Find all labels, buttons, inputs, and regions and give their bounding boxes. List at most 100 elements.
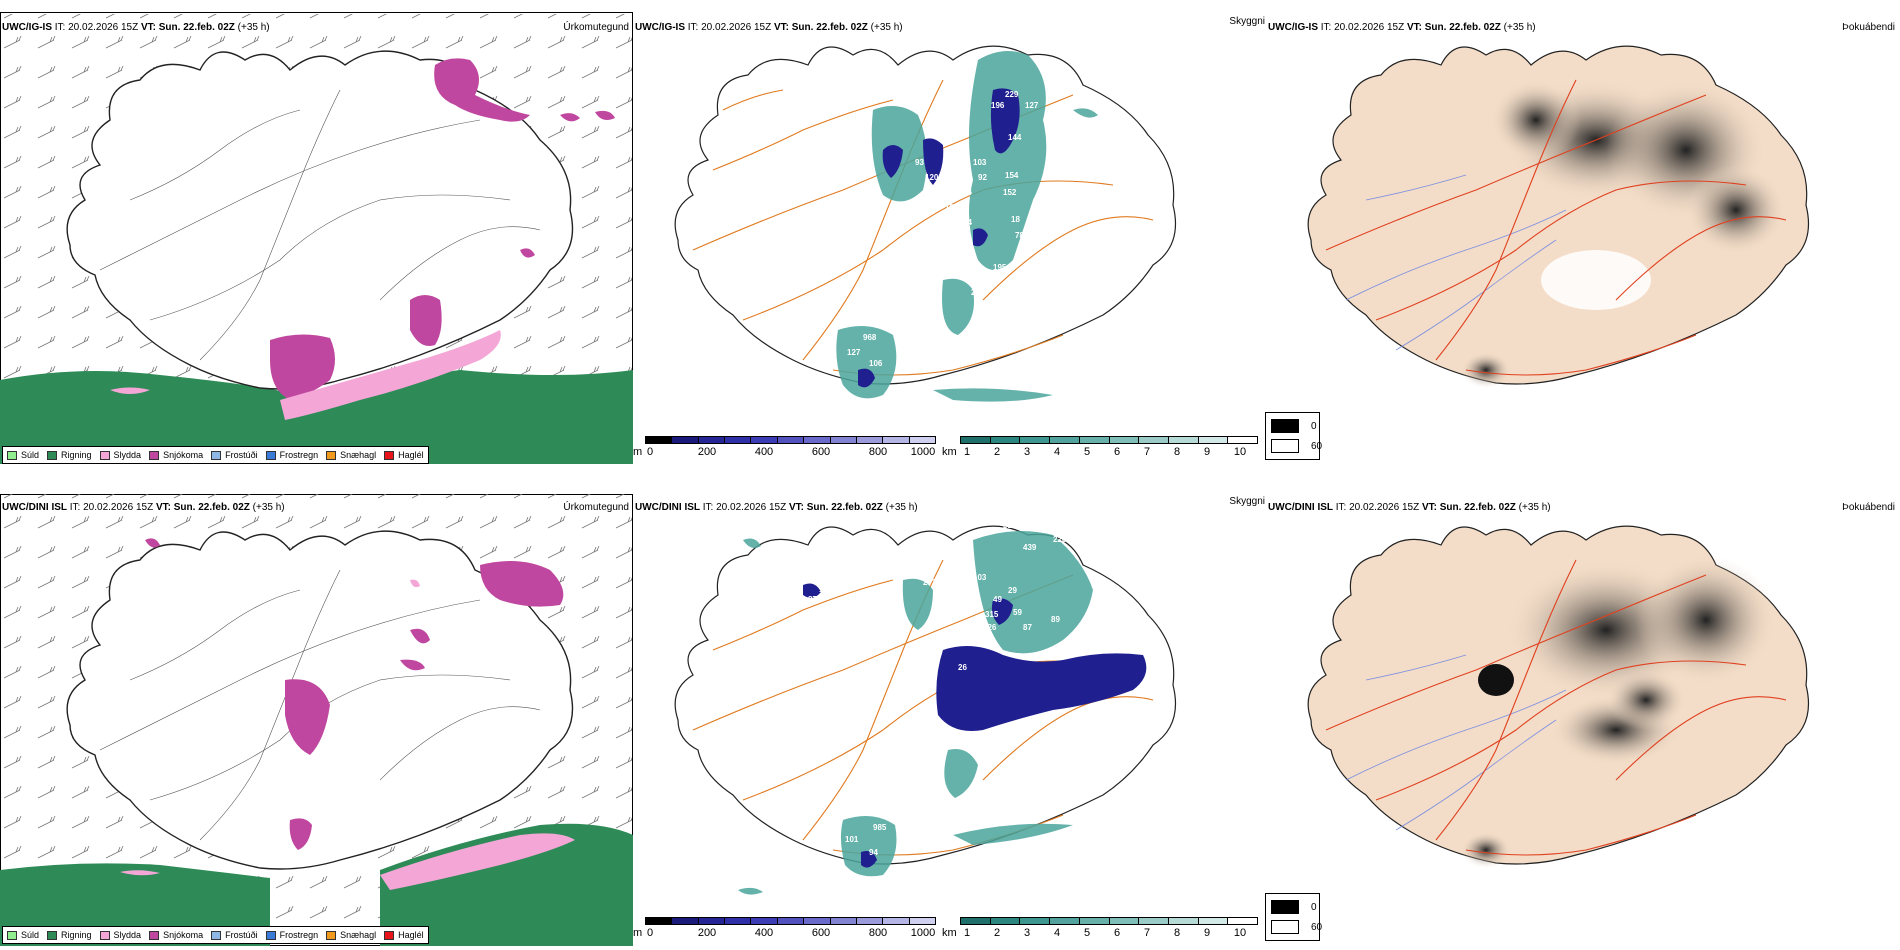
visibility-map-row2: 172 272 103 73 49 29 169 315 126 83 59 8… xyxy=(674,497,1177,895)
legend-item: Snjókoma xyxy=(149,930,203,940)
legend-item: Rigning xyxy=(47,930,92,940)
vis-label: 27 xyxy=(971,288,980,297)
vis-label: 14 xyxy=(963,218,972,227)
tick-label: 4 xyxy=(1053,927,1061,939)
vis-label: 127 xyxy=(847,348,861,357)
panel-title: UWC/DINI ISL IT: 20.02.2026 15Z VT: Sun.… xyxy=(1268,502,1551,513)
tick-label: 6 xyxy=(1113,446,1121,458)
panel-type-label: Úrkomutegund xyxy=(563,502,629,513)
sleet-areas xyxy=(120,579,575,890)
legend-swatch xyxy=(149,930,160,940)
visibility-teal-areas xyxy=(836,51,1098,402)
visibility-panel-row1: 99 93 120 103 92 154 86 229 196 127 144 … xyxy=(633,0,1266,475)
fog-legend-item: 60 xyxy=(1271,439,1322,453)
colorbar-unit: m xyxy=(633,927,643,939)
vis-label: 78 xyxy=(1015,231,1024,240)
vis-label: 89 xyxy=(1051,615,1060,624)
legend-item: Frostregn xyxy=(265,450,318,460)
tick-label: 7 xyxy=(1143,927,1151,939)
legend-swatch xyxy=(7,450,17,460)
vis-label: 103 xyxy=(1005,509,1019,518)
legend-swatch xyxy=(7,930,17,940)
vis-label: 226 xyxy=(1053,535,1067,544)
tick-label: 1 xyxy=(963,446,971,458)
tick-label: 1000 xyxy=(910,446,936,458)
vis-label: 23 xyxy=(935,613,944,622)
vis-label: 195 xyxy=(993,263,1007,272)
legend-swatch xyxy=(211,450,222,460)
tick-label: 400 xyxy=(754,927,774,939)
visibility-value-labels: 99 93 120 103 92 154 86 229 196 127 144 … xyxy=(847,90,1039,368)
legend-item: Haglél xyxy=(384,930,424,940)
vis-label: 87 xyxy=(808,595,817,604)
panel-type-label: Skyggni xyxy=(1229,496,1265,507)
vis-label: 310 xyxy=(1003,521,1017,530)
vis-label: 73 xyxy=(963,591,972,600)
visibility-map-row1: 99 93 120 103 92 154 86 229 196 127 144 … xyxy=(674,45,1177,402)
visibility-km-colorbar-row1: km 1 2 3 4 5 6 7 8 9 10 xyxy=(942,436,1262,462)
vis-label: 7 xyxy=(933,203,938,212)
legend-swatch xyxy=(384,450,395,460)
colorbar-unit: km xyxy=(942,446,957,458)
colorbar-strip xyxy=(645,917,936,925)
iceland-outline xyxy=(66,50,574,390)
visibility-km-colorbar-row2: km 1 2 3 4 5 6 7 8 9 10 xyxy=(942,917,1262,943)
legend-swatch xyxy=(1271,920,1299,934)
colorbar-unit: km xyxy=(942,927,957,939)
vis-label: 29 xyxy=(1008,586,1017,595)
tick-label: 4 xyxy=(1053,446,1061,458)
vis-label: 172 xyxy=(913,563,927,572)
precip-type-legend: Súld Rigning Slydda Snjókoma Frostúði Fr… xyxy=(2,446,429,464)
tick-label: 0 xyxy=(646,927,654,939)
legend-item: Frostúði xyxy=(211,450,258,460)
vis-label: 102 xyxy=(945,203,959,212)
visibility-m-colorbar-row2: m 0 200 400 600 800 1000 xyxy=(633,917,938,943)
tick-label: 800 xyxy=(868,927,888,939)
vis-label: 154 xyxy=(1005,171,1019,180)
tick-label: 10 xyxy=(1233,927,1247,939)
legend-item: Frostregn xyxy=(265,930,318,940)
tick-label: 9 xyxy=(1203,927,1211,939)
rivers xyxy=(1345,174,1567,351)
vis-label: 126 xyxy=(983,623,997,632)
visibility-m-colorbar-row1: m 0 200 400 600 800 1000 xyxy=(633,436,938,462)
tick-label: 3 xyxy=(1023,446,1031,458)
vis-label: 439 xyxy=(1023,543,1037,552)
legend-swatch xyxy=(99,930,110,940)
fog-legend-item: 0 xyxy=(1271,419,1317,433)
panel-title: UWC/IG-IS IT: 20.02.2026 15Z VT: Sun. 22… xyxy=(1268,22,1536,33)
vis-label: 26 xyxy=(958,663,967,672)
roads-network xyxy=(99,89,541,361)
vis-label: 59 xyxy=(1013,608,1022,617)
legend-swatch xyxy=(1271,419,1299,433)
legend-swatch xyxy=(384,930,395,940)
vis-label: 152 xyxy=(1003,188,1017,197)
tick-label: 6 xyxy=(1113,927,1121,939)
tick-label: 9 xyxy=(1203,446,1211,458)
legend-item: Súld xyxy=(7,930,39,940)
tick-label: 600 xyxy=(811,446,831,458)
fog-legend-item: 60 xyxy=(1271,920,1322,934)
colorbar-ticks: 1 2 3 4 5 6 7 8 9 10 xyxy=(942,927,1262,941)
snow-areas xyxy=(270,58,615,400)
tick-label: 2 xyxy=(993,446,1001,458)
panel-title: UWC/DINI ISL IT: 20.02.2026 15Z VT: Sun.… xyxy=(635,502,918,513)
vis-label: 99 xyxy=(955,131,964,140)
vis-label: 15 xyxy=(1028,238,1037,247)
legend-swatch xyxy=(47,450,58,460)
vis-label: 315 xyxy=(985,610,999,619)
vis-label: 93 xyxy=(915,158,924,167)
snow-areas xyxy=(145,538,564,850)
colorbar-ticks: 1 2 3 4 5 6 7 8 9 10 xyxy=(942,446,1262,460)
roads-network xyxy=(1325,559,1787,856)
vis-label: 196 xyxy=(991,101,1005,110)
legend-swatch xyxy=(326,450,337,460)
fog-map-row1 xyxy=(1307,45,1810,388)
vis-label: 103 xyxy=(973,158,987,167)
tick-label: 8 xyxy=(1173,927,1181,939)
tick-label: 2 xyxy=(993,927,1001,939)
legend-swatch xyxy=(265,450,276,460)
rain-area xyxy=(380,823,633,946)
colorbar-strip xyxy=(960,436,1258,444)
panel-type-label: Skyggni xyxy=(1229,16,1265,27)
